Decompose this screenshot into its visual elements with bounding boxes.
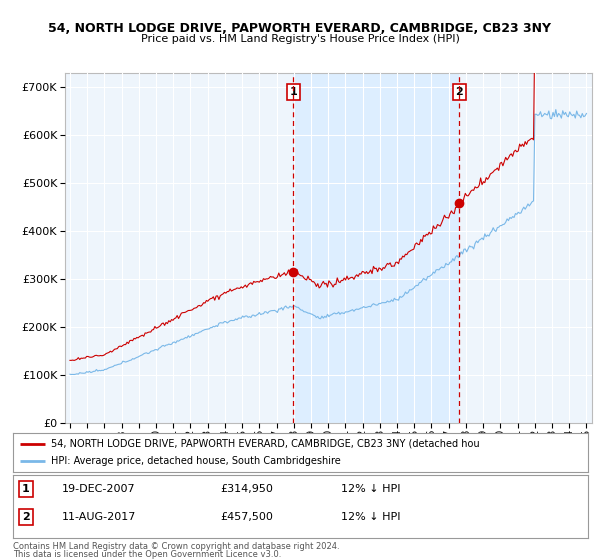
Text: 2: 2 xyxy=(455,87,463,97)
Text: 1: 1 xyxy=(22,484,30,494)
Text: 19-DEC-2007: 19-DEC-2007 xyxy=(62,484,136,494)
Text: 11-AUG-2017: 11-AUG-2017 xyxy=(62,512,136,522)
Text: £314,950: £314,950 xyxy=(220,484,273,494)
Bar xyxy=(293,73,459,423)
Text: 12% ↓ HPI: 12% ↓ HPI xyxy=(341,512,400,522)
Text: Contains HM Land Registry data © Crown copyright and database right 2024.: Contains HM Land Registry data © Crown c… xyxy=(13,542,340,550)
Text: 12% ↓ HPI: 12% ↓ HPI xyxy=(341,484,400,494)
Text: 54, NORTH LODGE DRIVE, PAPWORTH EVERARD, CAMBRIDGE, CB23 3NY: 54, NORTH LODGE DRIVE, PAPWORTH EVERARD,… xyxy=(49,22,551,35)
Text: HPI: Average price, detached house, South Cambridgeshire: HPI: Average price, detached house, Sout… xyxy=(50,456,340,466)
Text: 54, NORTH LODGE DRIVE, PAPWORTH EVERARD, CAMBRIDGE, CB23 3NY (detached hou: 54, NORTH LODGE DRIVE, PAPWORTH EVERARD,… xyxy=(50,438,479,449)
Text: Price paid vs. HM Land Registry's House Price Index (HPI): Price paid vs. HM Land Registry's House … xyxy=(140,34,460,44)
Text: 1: 1 xyxy=(289,87,297,97)
Text: This data is licensed under the Open Government Licence v3.0.: This data is licensed under the Open Gov… xyxy=(13,550,281,559)
Text: 2: 2 xyxy=(22,512,30,522)
Text: £457,500: £457,500 xyxy=(220,512,273,522)
